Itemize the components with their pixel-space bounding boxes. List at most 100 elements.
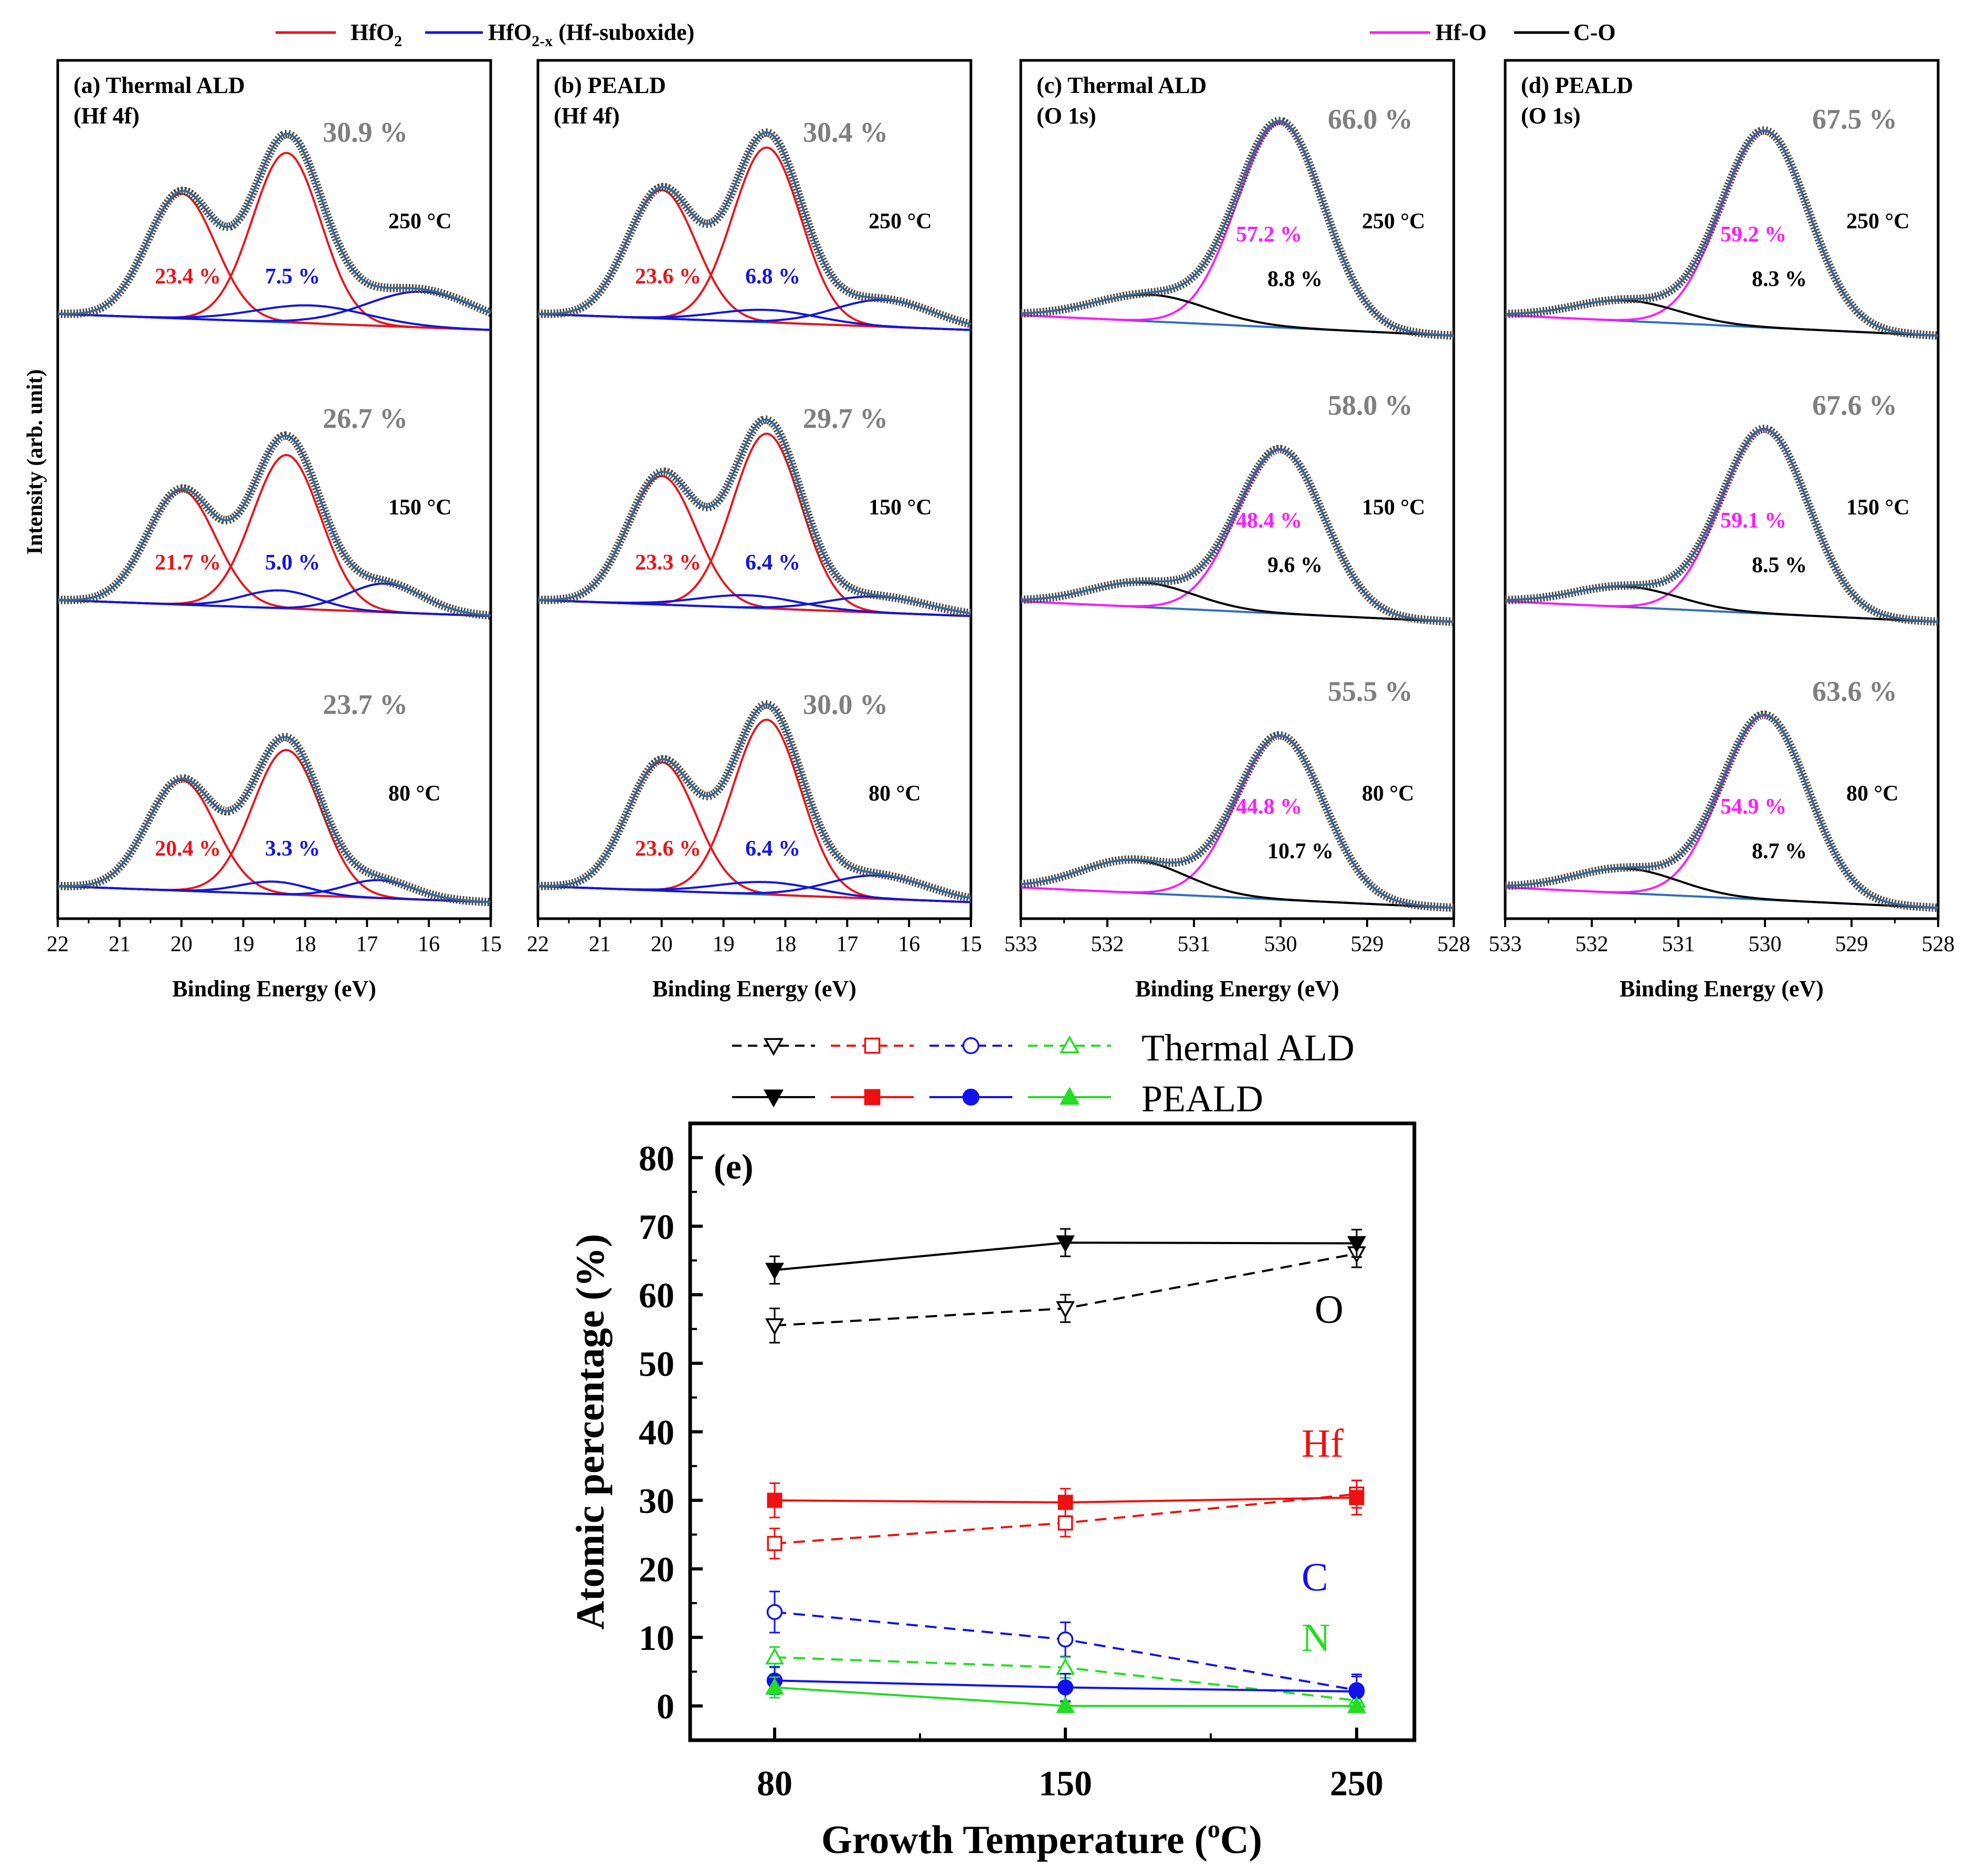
x-tick-label: 21 <box>109 932 131 956</box>
component-peak-red <box>57 749 491 903</box>
panel-subtitle: (O 1s) <box>1037 103 1096 129</box>
x-tick-label: 80 <box>757 1763 792 1803</box>
marker-triangle-up <box>1060 1035 1080 1054</box>
marker-square <box>1058 1495 1073 1510</box>
hfo2-percentage: 20.4 % <box>155 837 221 861</box>
temperature-label: 80 °C <box>1362 782 1414 806</box>
suboxide-percentage: 6.8 % <box>745 265 800 289</box>
envelope-fit <box>1505 427 1939 623</box>
component-peak-red <box>57 152 491 331</box>
temperature-label: 80 °C <box>388 782 441 806</box>
x-tick-label: 20 <box>651 932 673 956</box>
x-tick-label: 22 <box>47 932 69 956</box>
legend-e: Thermal ALD PEALD <box>732 1027 1355 1120</box>
marker-triangle-down <box>1056 1235 1075 1253</box>
envelope-fit <box>57 735 491 903</box>
raw-data-trace <box>57 431 491 620</box>
x-tick-label: 529 <box>1351 932 1384 956</box>
x-tick-label: 20 <box>171 932 193 956</box>
x-tick-label: 22 <box>527 932 549 956</box>
component-peak-red <box>57 454 491 617</box>
marker-square <box>767 1492 782 1508</box>
temperature-label: 80 °C <box>1846 782 1899 806</box>
component-peak-red <box>537 719 971 903</box>
hfo-percentage: 54.9 % <box>1720 795 1786 819</box>
y-tick-label: 70 <box>639 1207 674 1247</box>
hfo-percentage: 59.2 % <box>1720 223 1786 247</box>
marker-triangle-up <box>1060 1087 1080 1105</box>
hfo-percentage: 57.2 % <box>1236 223 1302 247</box>
envelope-fit <box>57 132 491 315</box>
xps-y-axis-label: Intensity (arb. unit) <box>23 369 47 555</box>
panel-a-thermal-hf4f: 22 21 20 19 18 17 16 15 Binding Energy (eV) (a) T… <box>47 59 502 1002</box>
legend-e-peald-label: PEALD <box>1141 1078 1263 1120</box>
hfo2-percentage: 21.7 % <box>155 551 221 575</box>
co-percentage: 9.6 % <box>1267 553 1323 577</box>
marker-triangle-down <box>765 1318 784 1335</box>
panel-d-peald-o1s: 533 532 531 530 529 528 Binding Energy (eV) (d)… <box>1489 59 1955 1002</box>
marker-square <box>1349 1490 1365 1506</box>
x-tick-label: 17 <box>356 932 378 956</box>
marker-square <box>1058 1515 1073 1531</box>
panel-subtitle: (Hf 4f) <box>554 103 620 129</box>
total-percentage: 30.4 % <box>803 117 888 148</box>
envelope-fit <box>57 434 491 617</box>
marker-triangle-down <box>764 1038 784 1056</box>
suboxide-percentage: 7.5 % <box>265 265 320 289</box>
element-label-n: N <box>1302 1616 1330 1660</box>
total-percentage: 26.7 % <box>323 403 408 434</box>
x-tick-label: 18 <box>294 932 316 956</box>
hfo2-percentage: 23.6 % <box>635 837 701 861</box>
x-tick-label: 21 <box>589 932 611 956</box>
panel-title: (b) PEALD <box>554 72 666 98</box>
component-peak-magenta <box>1020 448 1454 623</box>
panel-b-peald-hf4f: 22 21 20 19 18 17 16 15 Binding Energy (eV) (b) P… <box>527 59 982 1002</box>
panel-subtitle: (Hf 4f) <box>73 103 140 129</box>
marker-triangle-down <box>764 1089 784 1108</box>
y-tick-label: 30 <box>639 1481 674 1521</box>
hfo-percentage: 48.4 % <box>1236 509 1302 533</box>
marker-triangle-down <box>765 1262 784 1280</box>
total-percentage: 67.6 % <box>1812 390 1897 421</box>
x-tick-label: 533 <box>1489 932 1522 956</box>
total-percentage: 66.0 % <box>1328 103 1413 135</box>
y-tick-label: 60 <box>639 1275 674 1315</box>
x-tick-label: 17 <box>836 932 858 956</box>
x-tick-label: 19 <box>232 932 255 956</box>
temperature-label: 250 °C <box>1846 209 1910 234</box>
hfo-percentage: 59.1 % <box>1720 509 1786 533</box>
element-label-hf: Hf <box>1302 1422 1344 1466</box>
marker-triangle-up <box>1056 1696 1075 1713</box>
marker-triangle-up <box>765 1677 784 1695</box>
envelope-fit <box>1020 734 1454 909</box>
marker-triangle-down <box>1056 1301 1075 1319</box>
x-tick-label: 529 <box>1835 932 1868 956</box>
legend-hfo2-label: HfO2 <box>351 19 402 50</box>
marker-square <box>864 1037 881 1054</box>
component-peak-red <box>537 433 971 617</box>
y-tick-label: 0 <box>657 1687 674 1727</box>
envelope-fit <box>537 703 971 899</box>
legend-co-label: C-O <box>1573 19 1616 45</box>
x-tick-label: 16 <box>898 932 920 956</box>
x-axis-label: Binding Energy (eV) <box>652 976 856 1002</box>
envelope-fit <box>538 418 971 615</box>
x-tick-label: 19 <box>713 932 735 956</box>
x-tick-label: 528 <box>1922 932 1955 956</box>
x-tick-label: 15 <box>480 932 502 956</box>
y-axis-label: Atomic percentage (%) <box>568 1234 612 1629</box>
co-percentage: 8.3 % <box>1752 267 1807 291</box>
temperature-label: 80 °C <box>869 782 921 806</box>
marker-circle <box>962 1037 980 1055</box>
marker-triangle-up <box>1347 1696 1366 1713</box>
marker-circle <box>1057 1679 1074 1696</box>
component-peak-blue <box>57 304 491 331</box>
raw-data-trace <box>57 732 491 907</box>
raw-data-trace <box>1020 731 1454 912</box>
series-o-peald <box>765 1228 1366 1285</box>
x-tick-label: 150 <box>1039 1763 1092 1803</box>
total-percentage: 58.0 % <box>1328 390 1413 421</box>
panel-c-thermal-o1s: 533 532 531 530 529 528 Binding Energy (eV) (c)… <box>1004 59 1471 1002</box>
x-tick-label: 16 <box>418 932 440 956</box>
